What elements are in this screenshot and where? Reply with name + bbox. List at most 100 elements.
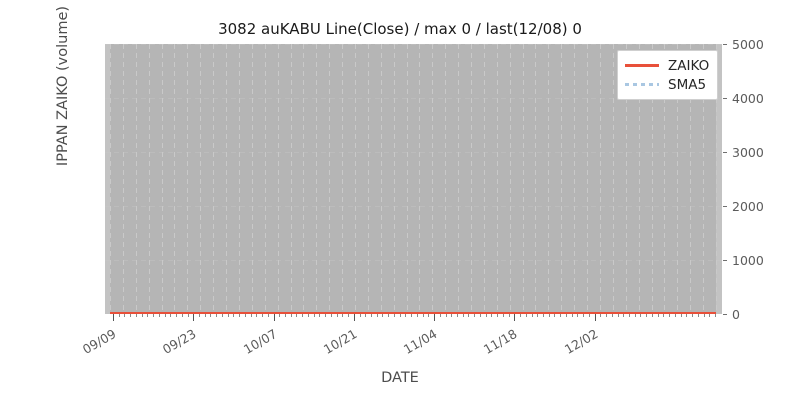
x-tick-minor (589, 314, 590, 317)
gridline-vertical (136, 44, 137, 314)
x-tick-minor (480, 314, 481, 317)
x-tick-minor (142, 314, 143, 317)
x-tick-minor (205, 314, 206, 317)
x-tick-minor (675, 314, 676, 317)
x-tick-minor (537, 314, 538, 317)
x-tick-minor (233, 314, 234, 317)
gridline-vertical (471, 44, 472, 314)
x-tick-minor (411, 314, 412, 317)
x-tick-minor (239, 314, 240, 317)
x-tick-minor (474, 314, 475, 317)
x-tick-minor (405, 314, 406, 317)
gridline-horizontal (105, 260, 722, 261)
x-tick-minor (497, 314, 498, 317)
gridline-vertical (458, 44, 459, 314)
gridline-vertical (548, 44, 549, 314)
x-tick-label: 10/21 (320, 326, 360, 358)
x-tick-minor (463, 314, 464, 317)
x-tick-label: 09/09 (79, 326, 119, 358)
y-axis-tick: 1000 (723, 253, 764, 268)
x-tick-minor (526, 314, 527, 317)
legend-swatch-sma5-icon (625, 83, 659, 86)
legend-item-zaiko[interactable]: ZAIKO (625, 56, 709, 75)
gridline-vertical (252, 44, 253, 314)
x-tick-minor (577, 314, 578, 317)
x-tick-minor (428, 314, 429, 317)
x-tick-minor (147, 314, 148, 317)
y-tick-mark (723, 205, 727, 207)
gridline-vertical (265, 44, 266, 314)
x-tick-major (113, 314, 114, 321)
x-tick-minor (446, 314, 447, 317)
chart-legend[interactable]: ZAIKO SMA5 (617, 50, 719, 100)
x-tick-minor (606, 314, 607, 317)
x-tick-minor (337, 314, 338, 317)
x-tick-major (193, 314, 194, 321)
x-tick-major (354, 314, 355, 321)
x-tick-label: 11/18 (481, 326, 520, 358)
x-tick-minor (159, 314, 160, 317)
y-axis-tick: 0 (723, 307, 740, 322)
gridline-vertical (510, 44, 511, 314)
gridline-vertical (561, 44, 562, 314)
x-tick-minor (543, 314, 544, 317)
x-tick-minor (560, 314, 561, 317)
y-tick-label: 3000 (732, 144, 764, 160)
x-tick-minor (646, 314, 647, 317)
x-tick-minor (124, 314, 125, 317)
legend-item-sma5[interactable]: SMA5 (625, 75, 709, 94)
x-tick-minor (245, 314, 246, 317)
x-axis-title: DATE (381, 370, 419, 386)
gridline-vertical (497, 44, 498, 314)
x-tick-minor (704, 314, 705, 317)
gridline-horizontal (105, 98, 722, 99)
chart-title: 3082 auKABU Line(Close) / max 0 / last(1… (218, 20, 582, 38)
x-tick-label: 10/07 (240, 326, 280, 358)
x-tick-minor (491, 314, 492, 317)
x-tick-minor (262, 314, 263, 317)
x-tick-minor (709, 314, 710, 317)
x-tick-minor (153, 314, 154, 317)
x-tick-minor (302, 314, 303, 317)
x-tick-minor (222, 314, 223, 317)
gridline-vertical (213, 44, 214, 314)
x-tick-minor (468, 314, 469, 317)
x-tick-minor (549, 314, 550, 317)
x-tick-minor (572, 314, 573, 317)
gridline-vertical (381, 44, 382, 314)
x-tick-minor (503, 314, 504, 317)
y-tick-mark (723, 259, 727, 261)
gridline-vertical (149, 44, 150, 314)
x-tick-minor (623, 314, 624, 317)
y-tick-label: 5000 (732, 36, 764, 52)
x-axis-ticks (105, 314, 722, 324)
gridline-vertical (535, 44, 536, 314)
x-tick-minor (360, 314, 361, 317)
x-tick-minor (285, 314, 286, 317)
gridline-vertical (355, 44, 356, 314)
x-tick-minor (532, 314, 533, 317)
y-axis-tick: 5000 (723, 36, 764, 52)
gridline-vertical (162, 44, 163, 314)
x-tick-minor (296, 314, 297, 317)
x-tick-minor (119, 314, 120, 317)
x-tick-minor (618, 314, 619, 317)
y-tick-label: 4000 (732, 90, 764, 106)
x-tick-minor (486, 314, 487, 317)
x-tick-label: 12/02 (561, 326, 601, 358)
gridline-vertical (110, 44, 111, 314)
gridline-vertical (187, 44, 188, 314)
x-tick-minor (423, 314, 424, 317)
series-line-zaiko (110, 312, 716, 314)
x-tick-minor (663, 314, 664, 317)
plot-right-margin (716, 44, 722, 314)
x-tick-major (434, 314, 435, 321)
gridline-vertical (484, 44, 485, 314)
x-tick-minor (371, 314, 372, 317)
x-tick-minor (130, 314, 131, 317)
y-axis-tick: 4000 (723, 90, 764, 106)
x-tick-minor (698, 314, 699, 317)
gridline-horizontal (105, 206, 722, 207)
x-tick-minor (342, 314, 343, 317)
